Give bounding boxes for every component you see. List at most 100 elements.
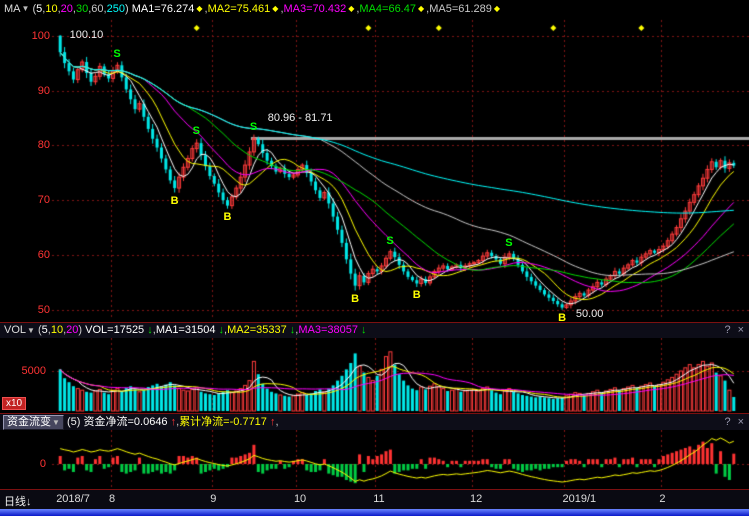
down-arrow-icon: ↓ <box>144 324 153 336</box>
paren: ) <box>124 3 132 15</box>
period-selector[interactable]: 日线↓ <box>4 493 32 509</box>
indicator-name: 资金流变 <box>7 416 51 428</box>
chevron-down-icon: ↓ <box>26 496 32 508</box>
ma-param: 250 <box>106 3 125 15</box>
price-axis-label: 70 <box>37 194 50 207</box>
price-axis-label: 80 <box>37 139 50 152</box>
trend-diamond-icon: ◆ <box>348 4 355 13</box>
horizontal-scrollbar[interactable] <box>0 509 749 516</box>
price-axis-label: 90 <box>37 84 50 97</box>
trade-marker-sell: S <box>505 236 513 249</box>
fundflow-zero-label: 0 <box>39 458 46 470</box>
chevron-down-icon: ▼ <box>27 326 35 335</box>
up-arrow-icon: ↑ <box>167 416 177 428</box>
month-label: 10 <box>293 493 307 505</box>
flow-value: 累计净流=-0.7717 <box>179 416 267 428</box>
vol-value: MA2=35337 <box>227 324 287 336</box>
month-label: 8 <box>109 493 116 505</box>
trade-marker-sell: S <box>113 48 121 61</box>
comma: , <box>275 416 279 428</box>
chevron-down-icon: ▼ <box>52 418 60 427</box>
ma-param: 20 <box>60 3 73 15</box>
indicator-name: VOL <box>4 324 27 336</box>
comma: , <box>280 3 284 15</box>
trade-marker-buy: B <box>412 288 421 301</box>
comma: , <box>204 3 208 15</box>
timeline-bar: 日线↓ 2018/7 8 9 10 11 12 2019/1 2 <box>0 489 749 509</box>
price-annotation: 50.00 <box>575 307 604 320</box>
fundflow-chart-canvas[interactable] <box>0 430 749 490</box>
volume-chart-canvas[interactable] <box>0 338 749 414</box>
vol-param: 20 <box>66 324 79 336</box>
ma-param: 60 <box>91 3 104 15</box>
comma: , <box>63 324 67 336</box>
month-label: 11 <box>373 493 385 505</box>
month-label: 2 <box>659 493 666 505</box>
panel-controls: ? × <box>717 414 744 430</box>
month-label: 9 <box>210 493 217 505</box>
ma-value: MA2=75.461 <box>207 3 271 15</box>
chevron-down-icon: ▼ <box>21 4 30 13</box>
volume-panel: VOL▼ (5,10,20) VOL=17525 ↓,MA1=31504 ↓,M… <box>0 322 749 414</box>
fundflow-panel-header: 资金流变▼ (5) 资金净流=0.0646 ↑,累计净流=-0.7717 ↑,?… <box>0 414 749 430</box>
price-axis-label: 60 <box>37 248 50 261</box>
flow-value: 资金净流=0.0646 <box>83 416 168 428</box>
fundflow-panel: 资金流变▼ (5) 资金净流=0.0646 ↑,累计净流=-0.7717 ↑,?… <box>0 413 749 490</box>
comma: , <box>224 324 228 336</box>
vol-param: 10 <box>50 324 64 336</box>
paren: ( <box>29 3 37 15</box>
comma: , <box>72 3 76 15</box>
price-chart-canvas[interactable] <box>0 0 749 322</box>
down-arrow-icon: ↓ <box>215 324 225 336</box>
indicator-name: MA <box>4 3 21 15</box>
volume-scale-badge: x10 <box>2 397 27 410</box>
ma-value: MA1=76.274 <box>131 3 195 15</box>
price-axis-label: 100 <box>31 29 50 42</box>
trend-diamond-icon: ◆ <box>196 4 203 13</box>
up-arrow-icon: ↑ <box>266 416 276 428</box>
comma: , <box>356 3 360 15</box>
month-label: 2018/7 <box>56 493 90 505</box>
trade-marker-buy: B <box>558 311 567 324</box>
trade-marker-buy: B <box>170 194 179 207</box>
comma: , <box>426 3 430 15</box>
ma-value: MA5=61.289 <box>429 3 492 15</box>
ma-indicator-selector[interactable]: MA▼ <box>4 3 29 15</box>
trade-marker-sell: S <box>192 125 201 138</box>
trend-diamond-icon: ◆ <box>272 4 279 13</box>
vol-indicator-selector[interactable]: VOL▼ <box>4 324 35 336</box>
help-button[interactable]: ? <box>724 416 731 428</box>
help-button[interactable]: ? <box>724 324 731 336</box>
close-button[interactable]: × <box>737 416 744 428</box>
volume-panel-header: VOL▼ (5,10,20) VOL=17525 ↓,MA1=31504 ↓,M… <box>0 323 749 338</box>
ma-value: MA4=66.47 <box>359 3 416 15</box>
comma: , <box>152 324 156 336</box>
trade-marker-sell: S <box>249 120 258 133</box>
period-label: 日线 <box>4 496 26 508</box>
price-annotation: 100.10 <box>69 29 104 42</box>
flow-indicator-selector[interactable]: 资金流变▼ <box>3 415 64 430</box>
trade-marker-sell: S <box>386 235 394 248</box>
close-button[interactable]: × <box>737 324 744 336</box>
paren: ) <box>78 324 86 336</box>
month-label: 12 <box>470 493 483 505</box>
flow-param: (5) <box>63 416 84 428</box>
trade-marker-buy: B <box>351 292 360 305</box>
comma: , <box>57 3 61 15</box>
price-annotation: 80.96 - 81.71 <box>267 111 333 124</box>
vol-param: 5 <box>41 324 48 336</box>
comma: , <box>42 3 46 15</box>
ma-param: 10 <box>45 3 58 15</box>
paren: ( <box>34 324 42 336</box>
price-panel-header: MA▼ (5,10,20,30,60,250) MA1=76.274 ◆ ,MA2=… <box>4 2 749 16</box>
price-panel: MA▼ (5,10,20,30,60,250) MA1=76.274 ◆ ,MA2=… <box>0 0 749 324</box>
trend-diamond-icon: ◆ <box>493 4 501 13</box>
price-axis-label: 50 <box>37 303 50 316</box>
panel-controls: ? × <box>717 323 744 338</box>
volume-axis-label: 5000 <box>21 365 46 377</box>
vol-value: MA3=38057 <box>298 324 358 336</box>
vol-value: MA1=31504 <box>155 324 216 336</box>
ma-value: MA3=70.432 <box>283 3 347 15</box>
comma: , <box>176 416 180 428</box>
